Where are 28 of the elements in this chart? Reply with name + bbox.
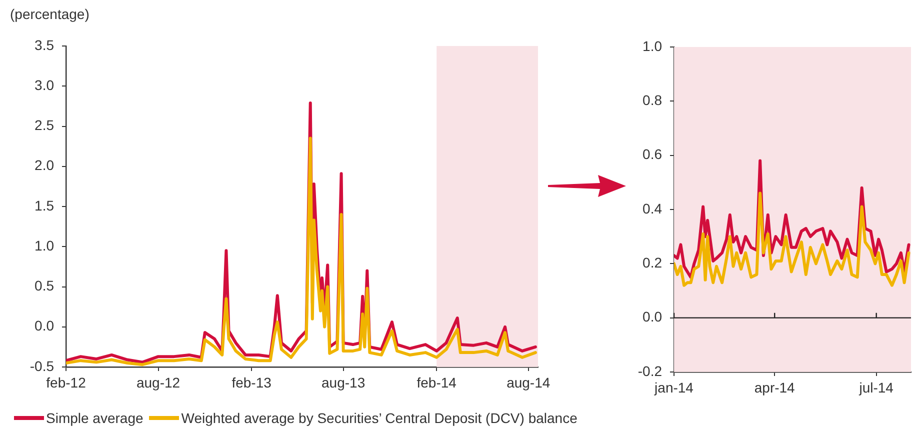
y-tick-label: 1.0 xyxy=(642,38,662,54)
x-tick-label: feb-12 xyxy=(46,374,86,390)
y-tick-label: 3.0 xyxy=(34,76,54,93)
x-tick-label: feb-14 xyxy=(416,374,457,390)
y-tick-label: 0.2 xyxy=(642,254,662,271)
x-tick-label: aug-13 xyxy=(322,374,366,390)
x-tick-label: aug-14 xyxy=(506,374,550,390)
y-tick-label: -0.5 xyxy=(30,358,54,374)
y-axis-title: (percentage) xyxy=(10,6,90,22)
y-tick-label: 1.0 xyxy=(34,237,54,254)
x-tick-label: apr-14 xyxy=(754,379,796,396)
y-tick-label: 2.5 xyxy=(34,117,54,134)
y-tick-label: 0.8 xyxy=(642,92,662,108)
y-tick-label: 2.0 xyxy=(34,157,54,174)
x-tick-label: feb-13 xyxy=(232,374,272,390)
y-tick-label: 0.5 xyxy=(34,278,54,294)
x-tick-label: aug-12 xyxy=(136,374,180,390)
x-tick-label: jul-14 xyxy=(858,379,894,396)
y-tick-label: 1.5 xyxy=(34,197,54,214)
legend-label: Weighted average by Securities’ Central Deposit (DCV) balance xyxy=(181,410,578,426)
y-tick-label: 3.5 xyxy=(34,36,54,53)
y-tick-label: 0.4 xyxy=(642,200,662,216)
y-tick-label: 0.0 xyxy=(34,318,54,334)
legend-label: Simple average xyxy=(46,410,144,426)
y-tick-label: 0.6 xyxy=(642,146,662,162)
x-tick-label: jan-14 xyxy=(654,379,694,396)
y-tick-label: -0.2 xyxy=(638,362,662,379)
y-tick-label: 0.0 xyxy=(642,308,662,325)
